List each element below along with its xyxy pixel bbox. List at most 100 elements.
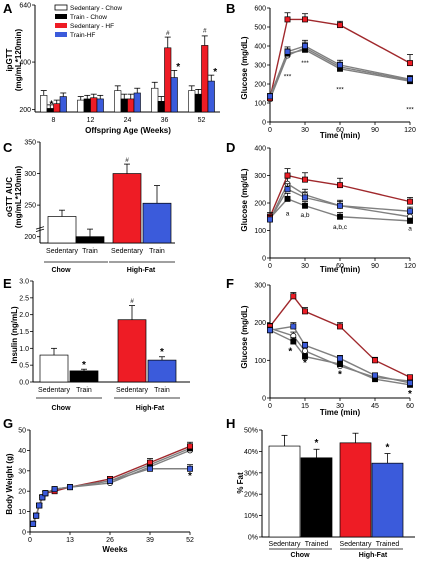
panel-h-ytick-label: 20%	[244, 492, 258, 499]
legend-label-sed-hf: Sedentary - HF	[70, 23, 114, 30]
panel-e-bar-label: Train	[76, 387, 92, 394]
panel-g-ytick-label: 40	[18, 448, 26, 455]
panel-d-ytick-label: 300	[254, 173, 266, 180]
panel-f-point	[302, 308, 308, 315]
panel-f-ytick-label: 0	[262, 396, 266, 403]
panel-d-xtick-label: 30	[301, 263, 309, 270]
panel-d-xtick-label: 0	[268, 263, 272, 270]
panel-f-series-line	[269, 327, 411, 382]
panel-h-annotation: *	[386, 442, 390, 453]
panel-d-point	[337, 202, 343, 209]
panel-c-bar-label: Train	[149, 248, 165, 255]
panel-g-ylabel: Body Weight (g)	[5, 453, 14, 515]
panel-f-point	[337, 355, 343, 362]
panel-h-bar-label: Trained	[376, 541, 400, 548]
panel-d-ylabel: Glucose (mg/dL)	[240, 168, 249, 231]
panel-c-bar	[112, 173, 142, 244]
panel-a-annotation: *	[213, 67, 217, 78]
panel-d-ytick-label: 200	[254, 201, 266, 208]
panel-a-category-label: 36	[161, 117, 169, 124]
panel-d-point	[407, 208, 413, 215]
panel-f-annotation: *	[338, 369, 342, 380]
panel-f-annotation: *	[303, 358, 307, 369]
panel-d-point	[302, 176, 308, 183]
panel-b-point	[267, 93, 273, 100]
panel-f-point	[290, 323, 297, 330]
panel-h-bar	[371, 462, 404, 538]
panel-f-ytick-label: 100	[254, 358, 266, 365]
panel-a-bar	[133, 92, 141, 113]
panel-b-ytick-label: 500	[254, 25, 266, 32]
panel-h-bar	[268, 445, 301, 538]
panel-e-group-hf: High-Fat	[136, 405, 165, 412]
panel-a-annotation: *	[176, 62, 180, 73]
panel-b-point	[284, 48, 291, 55]
panel-a-chart: 200 400 640 8 12 24 36 52 * # * # *	[19, 3, 220, 124]
panel-b-xtick-label: 30	[301, 127, 309, 134]
panel-h-ytick-label: 50%	[244, 428, 258, 435]
panel-g-point	[107, 478, 113, 484]
panel-f-xtick-label: 0	[268, 403, 272, 410]
panel-b-xtick-label: 60	[336, 127, 344, 134]
panel-a-bar	[114, 90, 122, 113]
panel-a-bar	[194, 93, 202, 113]
panel-e-ytick-label: 3.0	[19, 279, 29, 286]
panel-h-group-chow: Chow	[290, 552, 310, 559]
panel-g-point	[33, 512, 40, 519]
panel-a-ytick-label: 200	[19, 107, 31, 114]
panel-f-point	[407, 374, 413, 381]
panel-d-chart: 0 100 200 300 400 0 30 60 90 120 a a,b a,b,c a	[254, 146, 416, 271]
panel-f-point	[267, 327, 273, 334]
panel-h-ytick-label: 30%	[244, 470, 258, 477]
panel-g-point	[187, 443, 193, 450]
panel-b-annotation: ***	[406, 107, 414, 114]
panel-e-chart: 0.0 0.5 1.0 1.5 2.0 2.5 3.0 Sedentary Train Seden…	[19, 279, 190, 399]
panel-d-xlabel: Time (min)	[320, 265, 361, 274]
panel-d-point	[284, 186, 291, 193]
panel-a-bar	[207, 80, 215, 113]
panel-e-annotation: #	[130, 298, 134, 305]
panel-c-ylabel-2: (mg/mL*120min)	[14, 166, 23, 229]
panel-f-xtick-label: 45	[371, 403, 379, 410]
panel-a-bar	[170, 77, 178, 113]
panel-a-ylabel-1: ipGTT	[5, 48, 14, 71]
panel-f-point	[302, 347, 308, 354]
panel-label-a: A	[3, 1, 13, 16]
panel-e-bar	[147, 359, 177, 383]
panel-g-xtick-label: 26	[106, 537, 114, 544]
panel-a-annotation: #	[166, 30, 170, 37]
legend-label-sed-chow: Sedentary - Chow	[70, 5, 122, 12]
panel-g-point	[30, 520, 37, 527]
panel-c-group-hf: High-Fat	[127, 267, 156, 274]
panel-h-bar	[339, 442, 372, 538]
panel-c-bar	[75, 236, 105, 244]
legend-swatch-sed-hf	[55, 23, 67, 28]
panel-h-bar	[300, 457, 333, 538]
panel-b-ytick-label: 200	[254, 82, 266, 89]
panel-h-ylabel: % Fat	[236, 472, 245, 494]
panel-a-legend: Sedentary - Chow Train - Chow Sedentary …	[54, 4, 122, 39]
panel-e-bar	[69, 370, 99, 383]
panel-b-xtick-label: 120	[404, 127, 416, 134]
panel-f-series-line	[269, 325, 411, 384]
panel-f-ytick-label: 200	[254, 320, 266, 327]
panel-f-series-line	[269, 329, 411, 386]
panel-e-bar-label: Sedentary	[38, 387, 70, 394]
panel-g-point	[187, 465, 193, 472]
panel-c-ylabel-1: oGTT AUC	[5, 177, 14, 217]
panel-d-point	[284, 172, 291, 179]
panel-b-ytick-label: 0	[262, 120, 266, 127]
panel-f-point	[337, 361, 343, 368]
panel-c-bar	[47, 216, 77, 244]
panel-h-ytick-label: 0%	[248, 535, 258, 542]
panel-c-bar-label: Train	[82, 248, 98, 255]
panel-label-g: G	[3, 416, 13, 431]
panel-c-ytick-label: 350	[24, 140, 36, 147]
panel-a-category-label: 24	[124, 117, 132, 124]
panel-a-bar	[59, 96, 67, 113]
panel-f-annotation: *	[408, 389, 412, 400]
panel-b-point	[284, 16, 291, 23]
panel-f-annotation: *	[288, 347, 292, 358]
legend-label-train-chow: Train - Chow	[70, 14, 107, 21]
panel-h-annotation: *	[315, 438, 319, 449]
